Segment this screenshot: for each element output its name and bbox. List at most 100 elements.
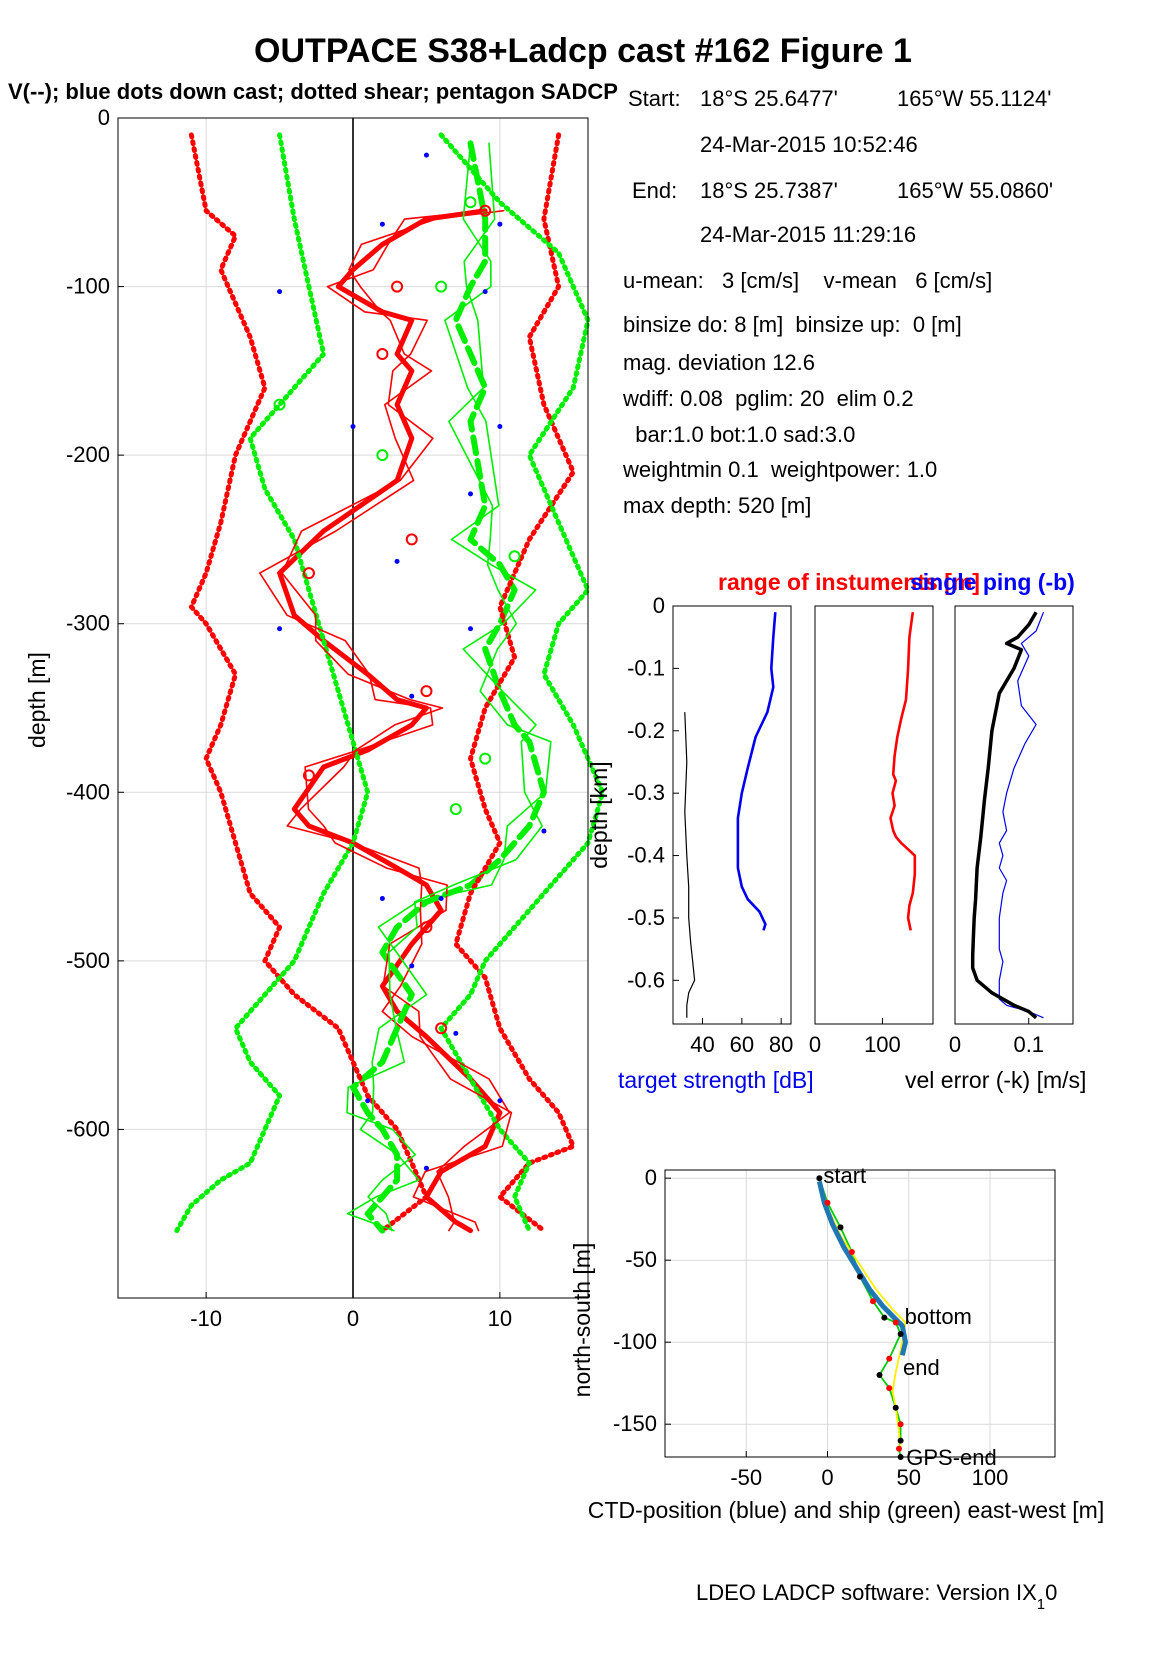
instrument-range-frame — [814, 605, 934, 1025]
downcast-dot — [482, 289, 488, 295]
x-tick-label: 10 — [488, 1306, 512, 1331]
sadcp-pentagon-u — [435, 1022, 448, 1035]
x-tick-label: 100 — [864, 1032, 901, 1057]
x-tick-label: -10 — [190, 1306, 222, 1331]
y-tick-label: -100 — [613, 1329, 657, 1354]
info-weight: weightmin 0.1 weightpower: 1.0 — [623, 457, 938, 482]
position-marker — [848, 1249, 855, 1255]
downcast-dot — [277, 626, 283, 632]
position-marker — [876, 1372, 883, 1378]
y-tick-label: -0.2 — [627, 718, 665, 743]
position-marker — [892, 1404, 899, 1411]
velocity-series-0 — [277, 208, 503, 1234]
downcast-dot — [497, 423, 503, 429]
east-west-label: CTD-position (blue) and ship (green) eas… — [588, 1497, 1104, 1523]
position-label-start: start — [823, 1163, 866, 1188]
x-tick-label: 0 — [821, 1465, 833, 1490]
sadcp-pentagon-v — [464, 196, 477, 209]
info-magdev: mag. deviation 12.6 — [623, 350, 816, 375]
position-marker — [892, 1319, 899, 1326]
velocity-error-series-0 — [998, 611, 1045, 1019]
downcast-dot — [350, 423, 356, 429]
info-start-lat: 18°S 25.6477' — [700, 86, 838, 111]
velocity-thin-0-0 — [281, 209, 511, 1232]
y-tick-label: -0.3 — [627, 780, 665, 805]
y-tick-label: -0.1 — [627, 655, 665, 680]
info-end-lon: 165°W 55.0860' — [897, 178, 1054, 203]
velocity-error-plot: 0 0.1 — [949, 605, 1074, 1057]
downcast-dot — [277, 289, 283, 295]
info-maxdepth: max depth: 520 [m] — [623, 493, 812, 518]
sadcp-pentagon-u — [405, 533, 418, 546]
velocity-error-series-1 — [970, 611, 1038, 1020]
y-tick-label: -0.6 — [627, 967, 665, 992]
position-marker — [897, 1421, 904, 1428]
depth-m-label: depth [m] — [24, 652, 50, 748]
velocity-thin-1-1 — [346, 142, 552, 1232]
info-wdiff: wdiff: 0.08 pglim: 20 elim 0.2 — [623, 386, 914, 411]
depth-km-label: depth [km] — [586, 761, 612, 868]
footer-end: 0 — [1045, 1580, 1057, 1605]
velocity-series-1 — [350, 140, 547, 1234]
single-ping-title: single ping (-b) — [910, 569, 1075, 595]
velocity-thin-0-1 — [258, 209, 513, 1232]
sadcp-pentagon-v — [508, 550, 521, 563]
info-start-label: Start: — [628, 86, 681, 111]
downcast-dot — [453, 1030, 459, 1036]
sadcp-pentagon-v — [449, 803, 462, 816]
figure-title: OUTPACE S38+Ladcp cast #162 Figure 1 — [254, 32, 912, 70]
target-strength-label: target strength [dB] — [618, 1067, 814, 1093]
x-tick-label: 0 — [347, 1306, 359, 1331]
downcast-dot — [394, 558, 400, 564]
main-velocity-plot: -10 0 100-100-200-300-400-500-600 — [66, 105, 606, 1331]
downcast-dot — [497, 1098, 503, 1104]
y-tick-label: -50 — [625, 1247, 657, 1272]
position-marker — [886, 1355, 893, 1362]
instrument-range-plot: 0 100 — [809, 605, 934, 1057]
target-strength-frame — [672, 605, 792, 1025]
downcast-dot — [365, 1098, 371, 1104]
info-start-time: 24-Mar-2015 10:52:46 — [700, 132, 918, 157]
y-tick-label: -100 — [66, 274, 110, 299]
main-plot-frame — [117, 117, 589, 1299]
info-start-lon: 165°W 55.1124' — [897, 86, 1052, 111]
downcast-dot — [497, 221, 503, 227]
position-plot-frame — [664, 1169, 1056, 1458]
x-tick-label: 80 — [769, 1032, 793, 1057]
y-tick-label: -200 — [66, 442, 110, 467]
x-tick-label: 60 — [730, 1032, 754, 1057]
sadcp-pentagon-u — [302, 567, 315, 580]
sadcp-pentagon-u — [479, 204, 492, 217]
y-tick-label: -150 — [613, 1411, 657, 1436]
sadcp-pentagon-u — [420, 921, 433, 934]
position-marker — [837, 1224, 844, 1231]
y-tick-label: -600 — [66, 1116, 110, 1141]
position-marker — [816, 1175, 823, 1182]
x-tick-label: 100 — [972, 1465, 1009, 1490]
downcast-dot — [541, 828, 547, 834]
north-south-label: north-south [m] — [569, 1243, 595, 1398]
downcast-dot — [379, 895, 385, 901]
velocity-error-frame — [954, 605, 1074, 1025]
y-tick-label: -300 — [66, 611, 110, 636]
velocity-series-4 — [174, 132, 371, 1234]
info-bar: bar:1.0 bot:1.0 sad:3.0 — [623, 422, 856, 447]
position-marker — [881, 1314, 888, 1321]
x-tick-label: -50 — [730, 1465, 762, 1490]
downcast-dot — [423, 152, 429, 158]
instrument-range-series-0 — [889, 612, 917, 931]
vel-error-label: vel error (-k) [m/s] — [905, 1067, 1086, 1093]
x-tick-label: 0.1 — [1013, 1032, 1044, 1057]
y-tick-label: 0 — [645, 1165, 657, 1190]
downcast-dot — [409, 693, 415, 699]
downcast-dot — [468, 491, 473, 497]
range-title: range of instuments [m] — [718, 569, 980, 595]
downcast-dot — [379, 221, 385, 227]
x-tick-label: 50 — [897, 1465, 921, 1490]
x-tick-label: 40 — [690, 1032, 714, 1057]
position-label-bottom: bottom — [905, 1304, 972, 1329]
info-end-time: 24-Mar-2015 11:29:16 — [700, 222, 917, 247]
sadcp-pentagon-u — [391, 280, 404, 293]
y-tick-label: -0.5 — [627, 905, 665, 930]
